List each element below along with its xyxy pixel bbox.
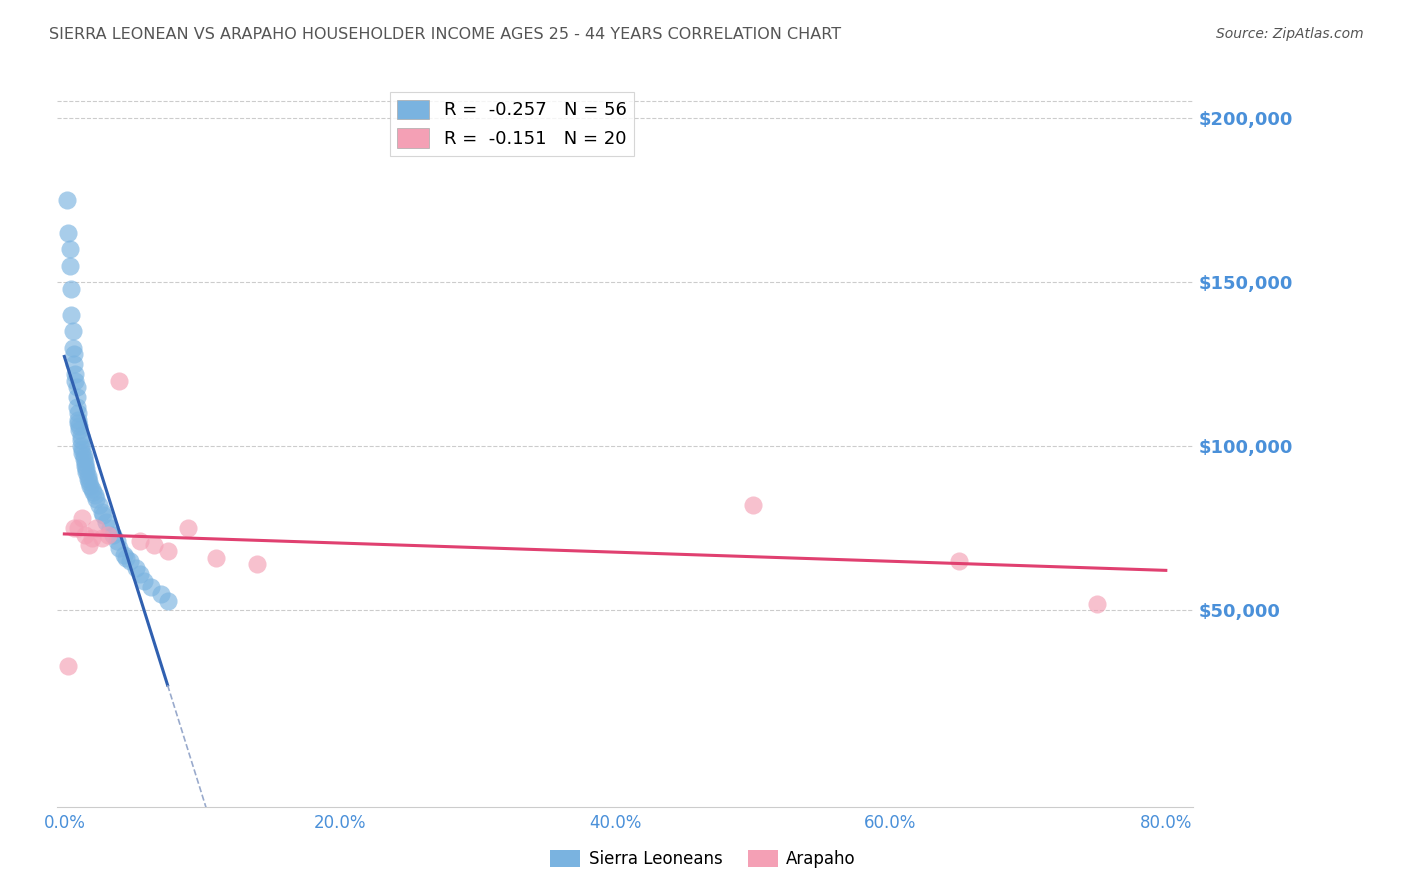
Point: [139, 581, 162, 595]
Point: [66, 390, 89, 404]
Point: [70, 429, 93, 443]
Point: [69, 423, 91, 437]
Point: [67, 406, 90, 420]
Point: [204, 550, 226, 565]
Point: [115, 550, 138, 565]
Point: [60, 308, 83, 322]
Point: [80, 531, 103, 545]
Point: [79, 478, 101, 492]
Point: [76, 468, 98, 483]
Point: [98, 521, 121, 535]
Point: [70, 511, 93, 525]
Point: [134, 574, 156, 588]
Point: [76, 472, 98, 486]
Legend: R =  -0.257   N = 56, R =  -0.151   N = 20: R = -0.257 N = 56, R = -0.151 N = 20: [389, 93, 634, 155]
Point: [67, 521, 90, 535]
Point: [73, 458, 96, 473]
Point: [90, 531, 112, 545]
Point: [112, 548, 135, 562]
Point: [70, 433, 93, 447]
Point: [62, 324, 84, 338]
Point: [63, 347, 86, 361]
Point: [70, 439, 93, 453]
Point: [63, 357, 86, 371]
Point: [72, 452, 94, 467]
Point: [246, 558, 269, 572]
Point: [149, 587, 172, 601]
Point: [108, 374, 131, 388]
Point: [70, 446, 93, 460]
Point: [66, 380, 89, 394]
Legend: Sierra Leoneans, Arapaho: Sierra Leoneans, Arapaho: [544, 843, 862, 875]
Point: [60, 281, 83, 295]
Point: [80, 482, 103, 496]
Point: [62, 341, 84, 355]
Point: [58, 226, 80, 240]
Point: [58, 659, 80, 673]
Point: [83, 488, 105, 502]
Point: [741, 498, 763, 512]
Point: [177, 521, 200, 535]
Point: [105, 534, 128, 549]
Point: [156, 593, 179, 607]
Point: [77, 475, 100, 490]
Point: [67, 416, 90, 430]
Point: [129, 567, 152, 582]
Point: [94, 515, 117, 529]
Point: [72, 449, 94, 463]
Point: [65, 374, 87, 388]
Point: [108, 541, 131, 555]
Point: [125, 560, 148, 574]
Point: [70, 442, 93, 457]
Point: [1085, 597, 1108, 611]
Point: [73, 456, 96, 470]
Point: [56, 193, 79, 207]
Point: [69, 419, 91, 434]
Point: [63, 521, 86, 535]
Point: [129, 534, 152, 549]
Point: [67, 413, 90, 427]
Text: Source: ZipAtlas.com: Source: ZipAtlas.com: [1216, 27, 1364, 41]
Point: [59, 242, 82, 256]
Point: [101, 528, 124, 542]
Point: [156, 544, 179, 558]
Point: [91, 508, 114, 523]
Point: [75, 466, 97, 480]
Point: [66, 400, 89, 414]
Point: [65, 367, 87, 381]
Point: [948, 554, 970, 568]
Point: [90, 505, 112, 519]
Point: [87, 498, 110, 512]
Point: [120, 554, 142, 568]
Point: [84, 521, 107, 535]
Point: [84, 491, 107, 506]
Point: [77, 538, 100, 552]
Point: [97, 528, 120, 542]
Point: [73, 528, 96, 542]
Text: SIERRA LEONEAN VS ARAPAHO HOUSEHOLDER INCOME AGES 25 - 44 YEARS CORRELATION CHAR: SIERRA LEONEAN VS ARAPAHO HOUSEHOLDER IN…: [49, 27, 841, 42]
Point: [75, 462, 97, 476]
Point: [142, 538, 165, 552]
Point: [82, 485, 104, 500]
Point: [59, 259, 82, 273]
